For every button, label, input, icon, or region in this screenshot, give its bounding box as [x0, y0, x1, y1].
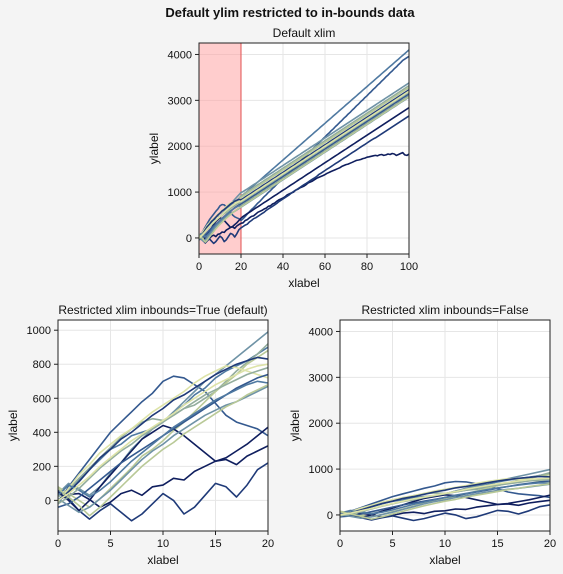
series-line: [199, 107, 409, 242]
y-tick-label: 2000: [309, 418, 333, 430]
y-tick-label: 1000: [309, 464, 333, 476]
y-tick-label: 1000: [27, 325, 51, 337]
series-group: [58, 331, 268, 522]
panel-restricted-inbounds-false: 0 5 10 15 20 0 1000 2000 3000 4000 Restricted xlim…: [288, 303, 556, 567]
y-axis-label: ylabel: [6, 410, 20, 441]
y-axis-label: ylabel: [288, 410, 302, 441]
y-tick-label: 600: [33, 393, 51, 405]
series-line: [340, 482, 550, 515]
y-tick-label: 4000: [309, 326, 333, 338]
x-tick-label: 20: [262, 538, 274, 550]
series-line: [199, 115, 409, 245]
x-tick-label: 40: [277, 261, 289, 273]
x-axis-label: xlabel: [147, 553, 178, 567]
series-line: [340, 475, 550, 516]
axes-title: Default xlim: [273, 26, 336, 40]
y-tick-label: 0: [186, 233, 192, 245]
y-tick-label: 0: [45, 495, 51, 507]
x-tick-label: 80: [361, 261, 373, 273]
series-line: [58, 356, 268, 502]
series-line: [199, 90, 409, 239]
series-line: [199, 151, 409, 241]
series-line: [58, 363, 268, 502]
x-tick-label: 15: [491, 538, 503, 550]
x-tick-label: 0: [55, 538, 61, 550]
series-line: [58, 380, 268, 498]
series-group: [340, 468, 550, 522]
series-line: [58, 365, 268, 503]
y-tick-label: 1000: [168, 187, 192, 199]
series-line: [199, 89, 409, 239]
axes-frame: [198, 42, 410, 255]
series-line: [58, 383, 268, 517]
x-axis-label: xlabel: [288, 276, 319, 290]
y-tick-label: 400: [33, 427, 51, 439]
figure-suptitle: Default ylim restricted to in-bounds dat…: [165, 5, 415, 20]
y-tick-label: 4000: [168, 49, 192, 61]
series-line: [340, 504, 550, 522]
series-line: [58, 375, 268, 505]
x-tick-label: 100: [400, 261, 418, 273]
x-tick-label: 0: [337, 538, 343, 550]
y-tick-label: 0: [327, 510, 333, 522]
series-group: [199, 49, 409, 245]
x-tick-label: 20: [235, 261, 247, 273]
x-axis-label: xlabel: [429, 553, 460, 567]
x-tick-label: 10: [439, 538, 451, 550]
series-line: [58, 462, 268, 522]
y-tick-label: 3000: [309, 372, 333, 384]
x-tick-label: 0: [196, 261, 202, 273]
axes-title: Restricted xlim inbounds=False: [361, 303, 528, 317]
y-axis-label: ylabel: [147, 133, 161, 164]
series-line: [340, 480, 550, 517]
series-line: [340, 482, 550, 520]
axes-title: Restricted xlim inbounds=True (default): [58, 303, 267, 317]
x-tick-label: 10: [157, 538, 169, 550]
x-tick-label: 15: [209, 538, 221, 550]
series-line: [58, 366, 268, 505]
x-tick-label: 5: [107, 538, 113, 550]
series-line: [340, 477, 550, 516]
y-tick-label: 3000: [168, 95, 192, 107]
x-tick-label: 5: [389, 538, 395, 550]
y-tick-label: 200: [33, 461, 51, 473]
series-line: [199, 82, 409, 238]
series-line: [199, 96, 409, 243]
x-tick-label: 60: [319, 261, 331, 273]
x-tick-label: 20: [544, 538, 556, 550]
y-tick-label: 2000: [168, 141, 192, 153]
y-tick-label: 800: [33, 359, 51, 371]
